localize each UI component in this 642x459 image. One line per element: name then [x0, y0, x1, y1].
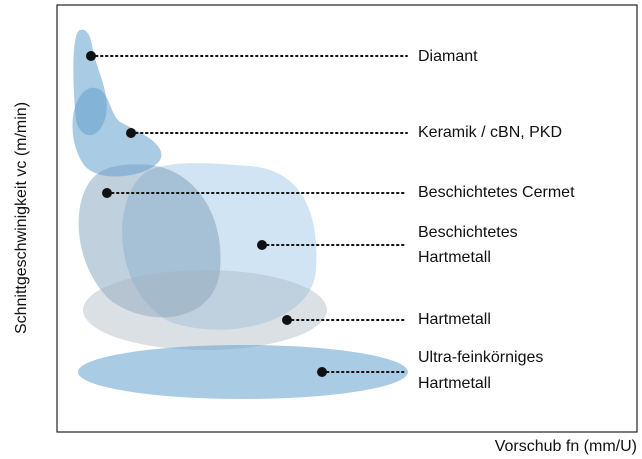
region-label: Keramik / cBN, PKD: [418, 124, 562, 141]
region-label: Ultra-feinkörniges: [418, 349, 543, 366]
dot: [126, 128, 136, 138]
dot: [282, 315, 292, 325]
x-axis-label: Vorschub fn (mm/U): [495, 438, 637, 455]
region-beschichtetes-hartmetall: [122, 163, 317, 330]
leaders: [86, 51, 408, 377]
region-diamant: [73, 29, 107, 136]
dot: [86, 51, 96, 61]
frame: [56, 4, 638, 433]
region-label: Hartmetall: [418, 311, 491, 328]
region-ultra: [78, 345, 408, 399]
y-axis-label: Schnittgeschwinigkeit vc (m/min): [13, 102, 30, 334]
region-label: Diamant: [418, 48, 478, 65]
dot: [317, 367, 327, 377]
region-hartmetall: [83, 270, 327, 350]
region-label: Hartmetall: [418, 249, 491, 266]
dot: [257, 240, 267, 250]
dot: [102, 188, 112, 198]
region-label: Beschichtetes: [418, 224, 518, 241]
region-label: Hartmetall: [418, 375, 491, 392]
regions: [72, 29, 408, 399]
region-label: Beschichtetes Cermet: [418, 184, 575, 201]
region-cermet: [78, 164, 221, 318]
